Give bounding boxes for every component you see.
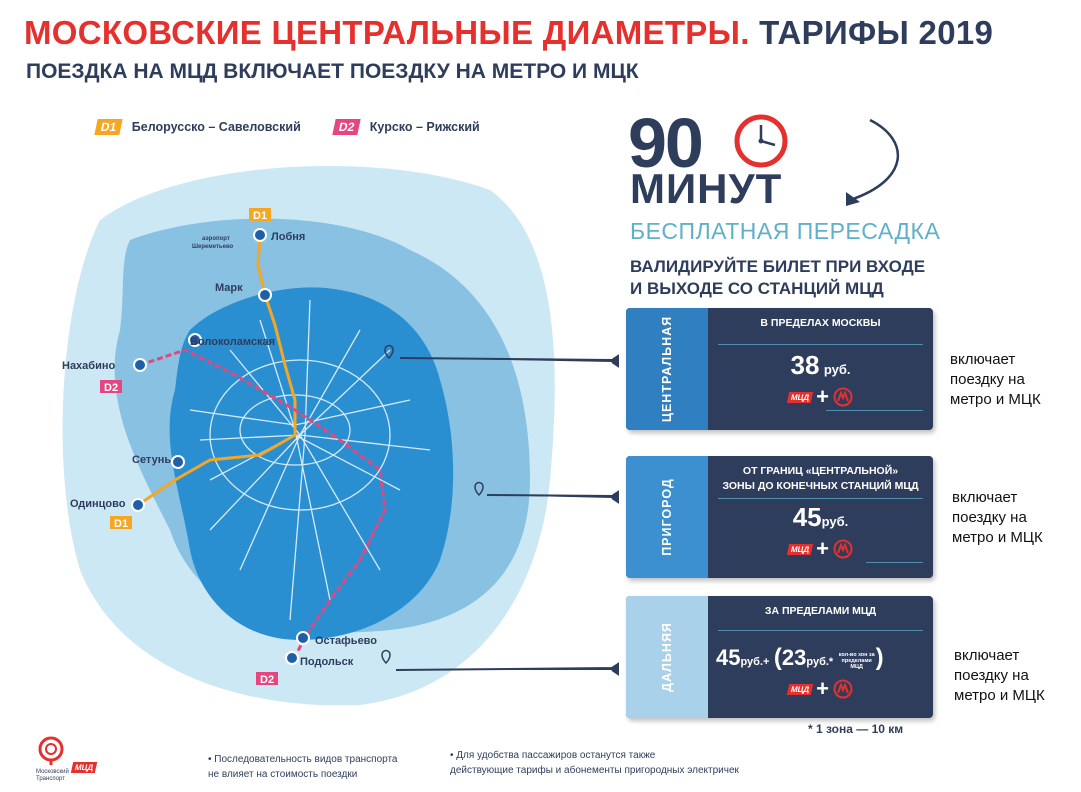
station-nakhabino: Нахабино: [62, 360, 115, 372]
note-sequence: • Последовательность видов транспорта не …: [208, 754, 398, 780]
promo-90: 90: [628, 104, 704, 182]
line-d2: [139, 348, 387, 658]
station-odintsovo: Одинцово: [70, 498, 126, 510]
zone-card-central: ЦЕНТРАЛЬНАЯ В ПРЕДЕЛАХ МОСКВЫ 38 руб. МЦ…: [626, 308, 933, 430]
line-d1: [137, 234, 297, 507]
zone-includes-suburb: включает поездку на метро и МЦК: [952, 489, 1043, 546]
legend-label-d1: Белорусско – Савеловский: [131, 120, 301, 134]
legend-d2: D2 Курско – Рижский: [332, 118, 480, 136]
zone-head: ОТ ГРАНИЦ «ЦЕНТРАЛЬНОЙ» ЗОНЫ ДО КОНЕЧНЫХ …: [722, 465, 919, 492]
station-sheremetyevo-2: Шереметьево: [192, 244, 234, 250]
station-mark: Марк: [215, 282, 243, 294]
arrow-icon: [849, 118, 900, 202]
zone-price: 45руб.+ (23руб.* кол-во зон за пределами М…: [716, 644, 884, 671]
title-red: МОСКОВСКИЕ ЦЕНТРАЛЬНЫЕ ДИАМЕТРЫ.: [24, 14, 750, 51]
metro-icon: [833, 679, 853, 699]
logo-icon: [38, 736, 64, 765]
clock-icon: [734, 114, 788, 168]
zone-mcd-row: МЦД +: [708, 536, 933, 562]
moscow-transport-logo: Московский Транспорт МЦД: [36, 736, 98, 783]
zone-price: 45руб.: [792, 502, 849, 532]
mcd-badge: МЦД: [786, 683, 814, 695]
metro-lines: [189, 299, 431, 621]
note-tariffs: • Для удобства пассажиров останутся такж…: [450, 750, 739, 776]
map-badge-d2-left: D2: [100, 380, 122, 394]
zone-card-far: ДАЛЬНЯЯ ЗА ПРЕДЕЛАМИ МЦД 45руб.+ (23руб.…: [626, 596, 933, 718]
legend-d1: D1 Белорусско – Савеловский: [94, 118, 301, 136]
station-volokolamskaya: Волоколамская: [190, 336, 275, 348]
mcd-map: Лобня аэропорт Шереметьево Марк Волокола…: [62, 166, 555, 706]
mcd-badge: МЦД: [786, 543, 814, 555]
promo-validate: ВАЛИДИРУЙТЕ БИЛЕТ ПРИ ВХОДЕ И ВЫХОДЕ СО …: [630, 256, 925, 300]
validate-line-2: И ВЫХОДЕ СО СТАНЦИЙ МЦД: [630, 279, 884, 298]
station-sheremetyevo-1: аэропорт: [202, 236, 230, 242]
metro-icon: [833, 539, 853, 559]
zone-card-suburb: ПРИГОРОД ОТ ГРАНИЦ «ЦЕНТРАЛЬНОЙ» ЗОНЫ ДО …: [626, 456, 933, 578]
station-dots: [131, 228, 310, 665]
station-setun: Сетунь: [132, 454, 171, 466]
map-badge-d1-top: D1: [249, 208, 271, 222]
page-subtitle: ПОЕЗДКА НА МЦД ВКЛЮЧАЕТ ПОЕЗДКУ НА МЕТРО…: [26, 60, 639, 83]
page-title: МОСКОВСКИЕ ЦЕНТРАЛЬНЫЕ ДИАМЕТРЫ. ТАРИФЫ …: [24, 14, 993, 52]
zone-side-far: ДАЛЬНЯЯ: [626, 596, 708, 718]
zone-side-central: ЦЕНТРАЛЬНАЯ: [626, 308, 708, 430]
location-pin-icon: [381, 344, 484, 665]
zone-includes-far: включает поездку на метро и МЦК: [954, 647, 1045, 704]
station-ostafyevo: Остафьево: [315, 635, 377, 647]
zone-head: ЗА ПРЕДЕЛАМИ МЦД: [764, 605, 877, 617]
validate-line-1: ВАЛИДИРУЙТЕ БИЛЕТ ПРИ ВХОДЕ: [630, 257, 926, 276]
station-lobnya: Лобня: [271, 231, 305, 243]
logo-mcd-badge: МЦД: [70, 762, 98, 773]
zone-head: В ПРЕДЕЛАХ МОСКВЫ: [760, 317, 881, 329]
svg-text:D2: D2: [260, 674, 274, 686]
station-podolsk: Подольск: [300, 656, 354, 668]
metro-icon: [833, 387, 853, 407]
zone-includes-central: включает поездку на метро и МЦК: [950, 351, 1041, 408]
mcd-badge: МЦД: [786, 391, 814, 403]
map-badge-d2-bottom: D2: [256, 672, 278, 686]
svg-text:D1: D1: [253, 210, 267, 222]
zone-side-suburb: ПРИГОРОД: [626, 456, 708, 578]
zone-price: 38 руб.: [790, 350, 851, 380]
zone-mcd-row: МЦД +: [708, 384, 933, 410]
title-dark: ТАРИФЫ 2019: [759, 14, 994, 51]
zone-mcd-row: МЦД +: [708, 676, 933, 702]
legend-label-d2: Курско – Рижский: [369, 120, 480, 134]
promo-free-transfer: БЕСПЛАТНАЯ ПЕРЕСАДКА: [630, 218, 941, 244]
map-badge-d1-left: D1: [110, 516, 132, 530]
svg-text:D1: D1: [114, 518, 128, 530]
svg-text:D2: D2: [104, 382, 118, 394]
footnote-zone: * 1 зона — 10 км: [808, 722, 904, 736]
promo-minutes: МИНУТ: [630, 165, 783, 212]
